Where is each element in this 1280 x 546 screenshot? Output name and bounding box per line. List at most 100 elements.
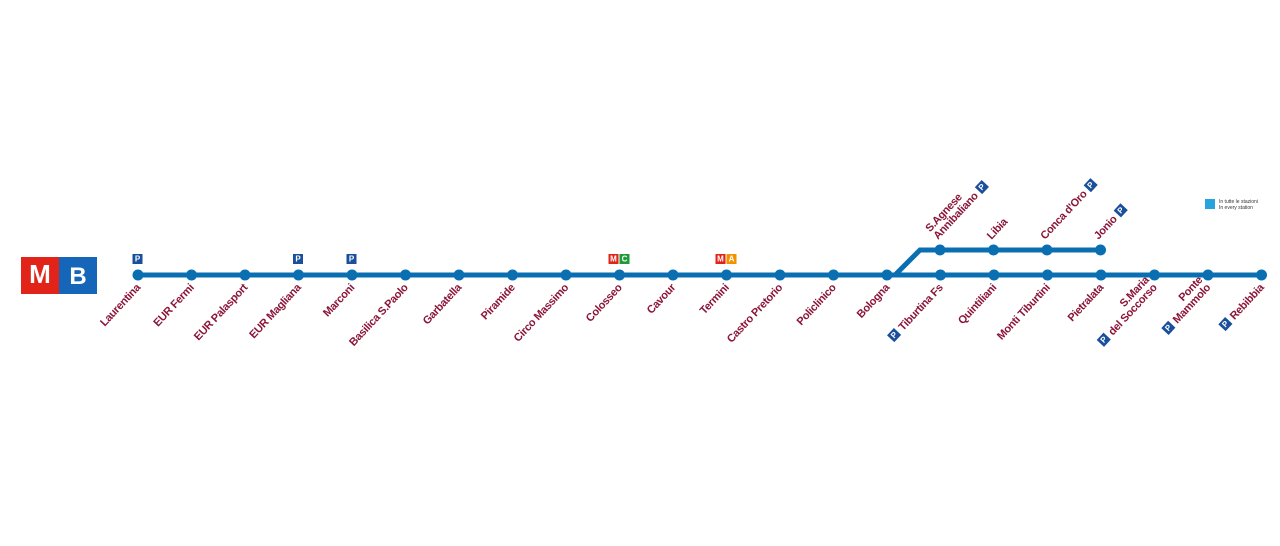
station-label: Piramide [479,282,518,323]
station-name: Rebibbia [1228,281,1268,322]
station-name: Tiburtina Fs [897,282,946,334]
station-label: Castro Pretorio [725,281,786,345]
station-label: Pietralata [1066,281,1107,324]
station-label: Basilica S.Paolo [347,281,411,348]
station-name: EUR Magliana [247,281,304,341]
service-icon-label: P [1163,322,1174,333]
service-icon-label: A [729,255,735,264]
logo-red [21,257,59,294]
legend-text: In every station [1219,205,1253,211]
service-icon [619,254,630,264]
station-name: Colosseo [584,281,625,324]
wheelchair-icon [1205,199,1215,209]
logo-letter: B [69,263,86,290]
station-label: EUR Magliana [247,281,304,341]
station [346,269,358,281]
legend: In tutte le stazioni In every station [1205,199,1258,211]
station [560,269,572,281]
service-icon-label: P [1220,319,1231,330]
station-name: Marconi [321,282,357,320]
service-icon [1113,203,1128,218]
station [507,269,518,281]
service-icon [1218,317,1233,332]
station-name: Conca d'Oro [1038,188,1090,242]
station [934,244,946,256]
logo-blue [59,257,97,294]
station [1202,269,1214,281]
service-icon-label: C [622,255,628,264]
service-icon-label: P [889,330,900,341]
station-label: Circo Massimo [512,281,572,344]
station-label: Libia [985,215,1011,242]
station-name: EUR Palasport [192,281,251,343]
station-name: Termini [698,282,732,317]
station [1256,269,1267,281]
station [186,269,197,281]
station [935,269,946,281]
legend-text: In tutte le stazioni [1219,199,1258,205]
service-icon [132,254,143,264]
station-label: Tiburtina FsP [887,282,946,343]
station-name: Garbatella [421,281,465,327]
service-icon-label: P [1086,180,1097,191]
station-label: Colosseo [584,281,625,324]
service-icon [1161,320,1176,335]
station [1042,269,1053,281]
service-icon-label: M [610,255,617,264]
station-label: Laurentina [98,281,144,329]
station [1041,244,1053,256]
station-name: Laurentina [98,281,144,329]
station [614,269,625,281]
service-icon [1083,178,1098,193]
station [667,269,679,281]
logo-letter: M [29,259,51,289]
service-icon [887,328,902,343]
station-label: Policlinico [795,281,839,327]
service-icon-label: P [349,255,355,264]
station-label: Marconi [321,282,357,320]
station-name: Libia [985,215,1011,242]
station-name: Pietralata [1066,281,1107,324]
station [1149,269,1160,281]
logo: M B [21,257,97,294]
station-name: Quintiliani [956,282,999,327]
station [828,269,839,281]
service-icon-label: P [135,255,141,264]
station [239,269,251,281]
service-icon [974,179,989,195]
service-icon-label: M [717,255,724,264]
station [293,269,304,281]
service-icon [1096,332,1111,347]
service-icon [346,254,357,264]
branch-track [893,247,1100,277]
station-label: Cavour [645,281,679,316]
service-icon-label: P [1116,205,1127,216]
station-name: Basilica S.Paolo [347,281,411,348]
service-icon [715,254,726,264]
station [721,269,732,281]
service-icon-label: P [295,255,301,264]
service-icon [293,254,303,264]
station [132,269,144,281]
network [138,247,1262,278]
station [1095,244,1106,256]
station-name: Circo Massimo [512,281,572,344]
station-label: Quintiliani [956,282,999,327]
service-icon [726,254,737,264]
service-icon-label: P [977,182,988,193]
station-name: Bologna [855,281,893,321]
station-label: Termini [698,282,732,317]
station [774,269,786,281]
station [988,269,1000,281]
station-name: Cavour [645,281,679,316]
station-name: Piramide [479,282,518,323]
station [400,269,411,281]
station-name: Monti Tiburtini [995,282,1053,343]
station [881,269,893,281]
